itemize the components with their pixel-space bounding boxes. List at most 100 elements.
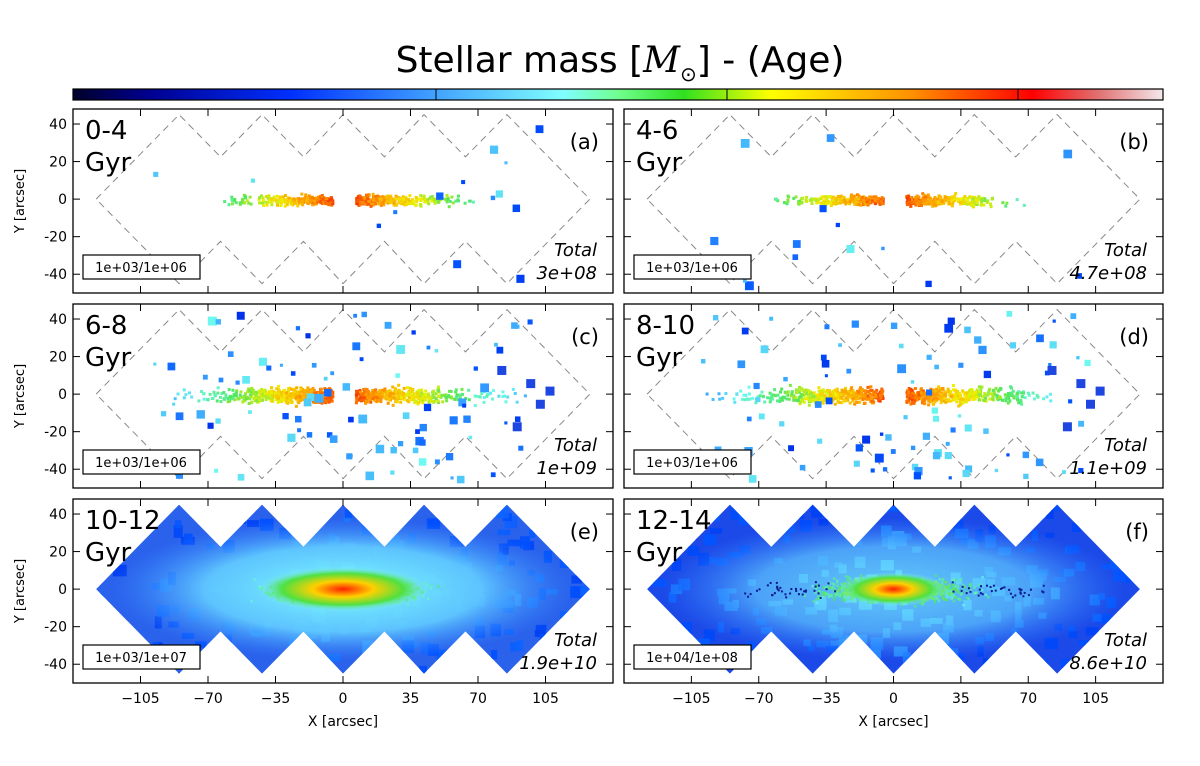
y-axis-label: Y [arcsec] (13, 559, 28, 624)
panel-age-unit: Gyr (85, 148, 132, 178)
mass-points (701, 310, 1105, 483)
total-label: Total (554, 435, 597, 456)
title-prefix: Stellar mass [ (395, 40, 644, 81)
title-symbol: M (643, 40, 681, 81)
y-tick-label: 20 (49, 155, 67, 171)
x-tick-label: 105 (532, 691, 559, 707)
y-tick-label: 40 (49, 507, 67, 523)
range-label: 1e+04/1e+08 (646, 651, 738, 666)
x-tick-label: −70 (744, 691, 774, 707)
panel-age-label: 12-14 (636, 506, 712, 536)
panel-age-label: 8-10 (636, 311, 695, 341)
x-tick-label: −35 (261, 691, 291, 707)
range-label: 1e+03/1e+06 (646, 261, 738, 276)
mass-points (153, 125, 544, 283)
range-box (82, 644, 201, 670)
panel-plot-area (95, 113, 591, 285)
y-axis-label: Y [arcsec] (13, 364, 28, 429)
y-tick-label: -40 (44, 267, 67, 283)
x-axis-label: X [arcsec] (858, 714, 928, 730)
panel-tag: (a) (570, 130, 599, 154)
y-tick-label: 0 (58, 192, 67, 208)
mosaic-outline (95, 308, 591, 480)
y-tick-label: 20 (49, 545, 67, 561)
y-tick-label: 20 (49, 350, 67, 366)
figure-title: Stellar mass [M⊙] - (Age) (0, 40, 1200, 86)
x-tick-label: 0 (339, 691, 348, 707)
panel-age-unit: Gyr (636, 538, 683, 568)
x-tick-label: 70 (1019, 691, 1037, 707)
panel-tag: (b) (1119, 130, 1149, 154)
range-box (82, 254, 201, 280)
y-tick-label: -20 (44, 425, 67, 441)
panel-tag: (e) (570, 520, 599, 544)
range-box (633, 644, 752, 670)
x-tick-label: −35 (811, 691, 841, 707)
panel-age-unit: Gyr (85, 343, 132, 373)
panel-age-unit: Gyr (636, 343, 683, 373)
mosaic-outline (646, 308, 1141, 480)
panel-age-label: 10-12 (85, 506, 161, 536)
x-tick-label: −70 (193, 691, 223, 707)
panel-e: -40 -20 0 20 40 Y [arcsec] −105 −70 −35 0 35 70 105 X… (13, 498, 614, 730)
total-value: 4.7e+08 (1069, 263, 1147, 284)
panel-plot-area (646, 308, 1141, 483)
x-axis-label: X [arcsec] (308, 714, 378, 730)
x-tick-label: 70 (469, 691, 487, 707)
mosaic-outline (95, 113, 591, 285)
x-tick-label: 35 (952, 691, 970, 707)
title-suffix: ] - (Age) (696, 40, 845, 81)
panel-tag: (f) (1125, 520, 1149, 544)
panel-tag: (c) (571, 325, 599, 349)
range-label: 1e+03/1e+06 (95, 456, 187, 471)
range-box (82, 449, 201, 475)
colorbar (72, 88, 1164, 101)
x-tick-label: 0 (889, 691, 898, 707)
y-axis-label: Y [arcsec] (13, 169, 28, 234)
y-tick-label: 40 (49, 117, 67, 133)
y-tick-label: 40 (49, 312, 67, 328)
total-label: Total (1104, 240, 1147, 261)
total-value: 3e+08 (536, 263, 597, 284)
x-tick-label: 105 (1082, 691, 1109, 707)
mass-points (153, 311, 555, 484)
total-value: 1.1e+09 (1069, 458, 1147, 479)
total-value: 1.9e+10 (519, 653, 597, 674)
x-tick-label: −105 (672, 691, 710, 707)
range-label: 1e+03/1e+07 (95, 651, 187, 666)
x-tick-label: 35 (402, 691, 420, 707)
range-label: 1e+03/1e+06 (95, 261, 187, 276)
y-tick-label: 0 (58, 582, 67, 598)
x-tick-label: −105 (121, 691, 159, 707)
panel-plot-area (95, 308, 591, 484)
range-label: 1e+03/1e+06 (646, 456, 738, 471)
total-label: Total (1104, 630, 1147, 651)
panel-age-unit: Gyr (85, 538, 132, 568)
mass-points (710, 134, 1082, 291)
range-box (633, 254, 752, 280)
y-tick-label: -20 (44, 620, 67, 636)
panel-age-unit: Gyr (636, 148, 683, 178)
range-box (633, 449, 752, 475)
panel-age-label: 0-4 (85, 116, 127, 146)
panel-plot-area (646, 113, 1141, 291)
panel-tag: (d) (1119, 325, 1149, 349)
y-tick-label: 0 (58, 387, 67, 403)
y-tick-label: -20 (44, 230, 67, 246)
title-subscript: ⊙ (680, 62, 697, 86)
total-value: 8.6e+10 (1069, 653, 1147, 674)
mosaic-outline (646, 113, 1141, 285)
total-label: Total (554, 240, 597, 261)
total-label: Total (554, 630, 597, 651)
y-tick-label: -40 (44, 462, 67, 478)
panel-age-label: 6-8 (85, 311, 127, 341)
y-tick-label: -40 (44, 657, 67, 673)
total-label: Total (1104, 435, 1147, 456)
total-value: 1e+09 (536, 458, 597, 479)
